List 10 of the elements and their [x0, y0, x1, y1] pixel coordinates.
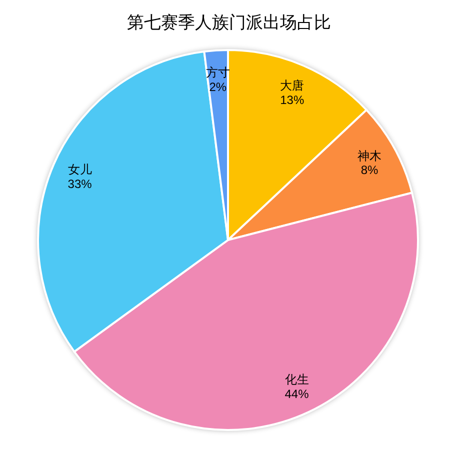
data-label: 33%: [68, 176, 92, 191]
slice-label: 神木: [358, 148, 382, 163]
data-label: 13%: [280, 92, 304, 107]
data-label: 2%: [209, 80, 227, 94]
data-label: 44%: [284, 387, 310, 402]
slice-label: 大唐: [280, 78, 304, 92]
slice-label: 化生: [284, 372, 309, 387]
slice-label: 女儿: [68, 162, 92, 176]
chart-title: 第七赛季人族门派出场占比: [127, 13, 331, 32]
data-label: 8%: [360, 163, 379, 178]
